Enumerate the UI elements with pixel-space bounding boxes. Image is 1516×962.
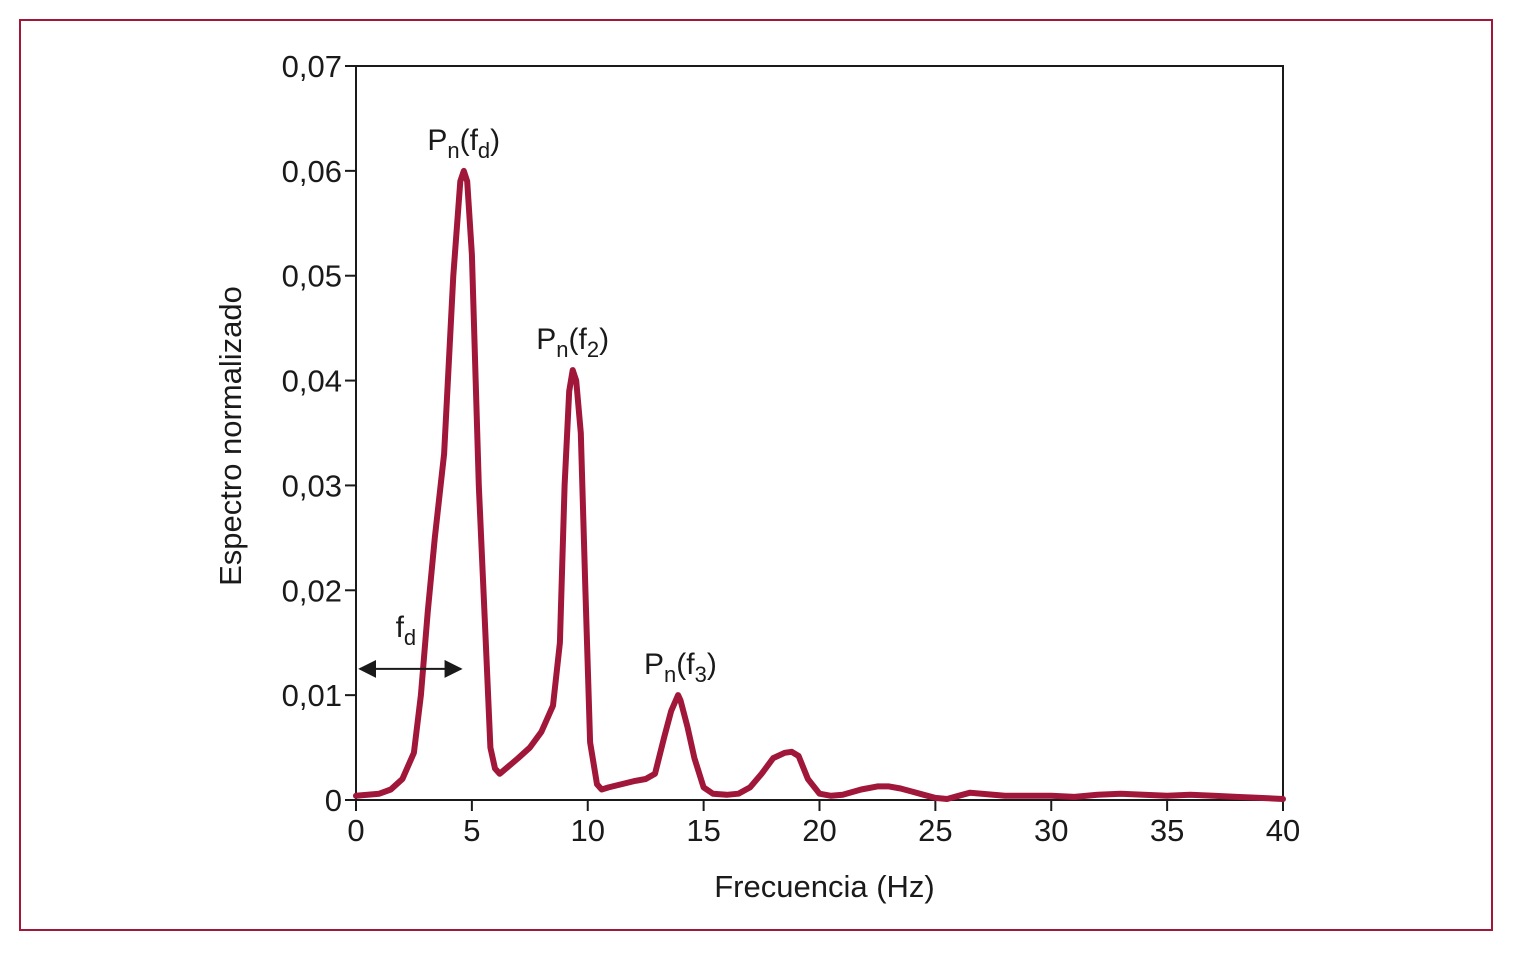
spectrum-chart: 0 0,01 0,02 0,03 0,04 0,05 0,06 0,07 0 5 10 15 20 25… — [213, 49, 1300, 904]
x-axis-ticks: 0 5 10 15 20 25 30 35 40 — [347, 800, 1300, 848]
y-tick-label: 0,06 — [282, 154, 342, 189]
y-axis-ticks: 0 0,01 0,02 0,03 0,04 0,05 0,06 0,07 — [282, 49, 356, 818]
x-tick-label: 10 — [571, 813, 605, 848]
x-tick-label: 0 — [347, 813, 364, 848]
y-tick-label: 0,01 — [282, 678, 342, 713]
x-tick-label: 15 — [686, 813, 720, 848]
peak-annotation-label: Pn(fd) — [427, 124, 500, 163]
peak-annotation-label: Pn(f3) — [644, 648, 717, 687]
fd-range-marker: fd — [358, 611, 463, 678]
x-tick-label: 5 — [463, 813, 480, 848]
y-tick-label: 0,02 — [282, 573, 342, 608]
y-tick-label: 0,04 — [282, 364, 342, 399]
y-tick-label: 0,07 — [282, 49, 342, 84]
y-tick-label: 0 — [325, 783, 342, 818]
figure-frame: 0 0,01 0,02 0,03 0,04 0,05 0,06 0,07 0 5 10 15 20 25… — [19, 19, 1493, 931]
x-tick-label: 40 — [1266, 813, 1300, 848]
x-tick-label: 20 — [802, 813, 836, 848]
y-tick-label: 0,05 — [282, 259, 342, 294]
peak-annotation-label: Pn(f2) — [536, 323, 609, 362]
plot-area-frame — [355, 65, 1284, 801]
peak-annotations: Pn(fd) Pn(f2) Pn(f3) — [427, 124, 717, 687]
spectrum-series-line — [353, 167, 1286, 802]
fd-range-label: fd — [396, 611, 417, 650]
x-tick-label: 25 — [918, 813, 952, 848]
x-axis-label: Frecuencia (Hz) — [714, 869, 935, 904]
x-tick-label: 35 — [1150, 813, 1184, 848]
x-tick-label: 30 — [1034, 813, 1068, 848]
y-tick-label: 0,03 — [282, 468, 342, 503]
y-axis-label: Espectro normalizado — [213, 286, 248, 586]
